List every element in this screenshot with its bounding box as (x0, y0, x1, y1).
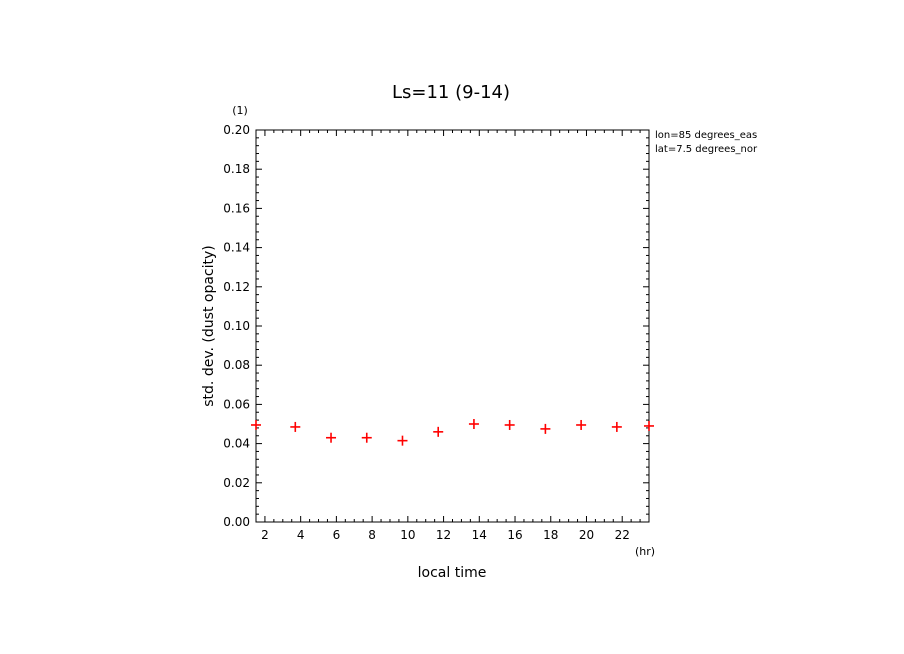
data-point (504, 419, 515, 430)
y-axis-label: std. dev. (dust opacity) (201, 245, 217, 406)
x-tick-label: 6 (333, 528, 341, 542)
chart-title: Ls=11 (9-14) (392, 82, 510, 103)
y-tick-label: 0.04 (223, 437, 250, 451)
data-point (433, 426, 444, 437)
annotation-lon: lon=85 degrees_eas (655, 130, 757, 141)
y-tick-label: 0.14 (223, 241, 250, 255)
x-tick-label: 10 (400, 528, 415, 542)
y-tick-label: 0.16 (223, 201, 250, 215)
data-point (251, 419, 261, 430)
y-tick-label: 0.08 (223, 358, 250, 372)
x-tick-label: 14 (472, 528, 487, 542)
data-point (611, 421, 622, 432)
data-point (644, 420, 654, 431)
y-tick-label: 0.10 (223, 319, 250, 333)
x-tick-label: 20 (579, 528, 594, 542)
annotation-lat: lat=7.5 degrees_nor (655, 144, 758, 155)
y-tick-label: 0.18 (223, 162, 250, 176)
plot-frame (255, 129, 650, 523)
x-unit-label: (hr) (635, 545, 655, 558)
y-tick-label: 0.06 (223, 397, 250, 411)
data-point (576, 419, 587, 430)
x-tick-label: 8 (368, 528, 376, 542)
data-markers (251, 419, 654, 446)
axes: 0.00 0.02 0.04 0.06 0.08 0.10 0.12 0.14 0.16 0.18… (223, 123, 650, 542)
x-tick-label: 16 (507, 528, 522, 542)
data-point (468, 419, 479, 429)
data-point (397, 435, 408, 446)
x-tick-label: 2 (261, 528, 269, 542)
data-point (290, 421, 301, 432)
data-point (540, 423, 551, 434)
y-tick-label: 0.12 (223, 280, 250, 294)
x-tick-label: 12 (436, 528, 451, 542)
x-tick-label: 4 (297, 528, 305, 542)
x-axis-label: local time (418, 565, 487, 581)
y-tick-label: 0.02 (223, 476, 250, 490)
y-unit-label: (1) (232, 104, 248, 117)
data-point (326, 432, 337, 443)
x-tick-label: 22 (615, 528, 630, 542)
x-tick-label: 18 (543, 528, 558, 542)
data-point (361, 432, 372, 443)
y-tick-label: 0.20 (223, 123, 250, 137)
y-tick-label: 0.00 (223, 515, 250, 529)
